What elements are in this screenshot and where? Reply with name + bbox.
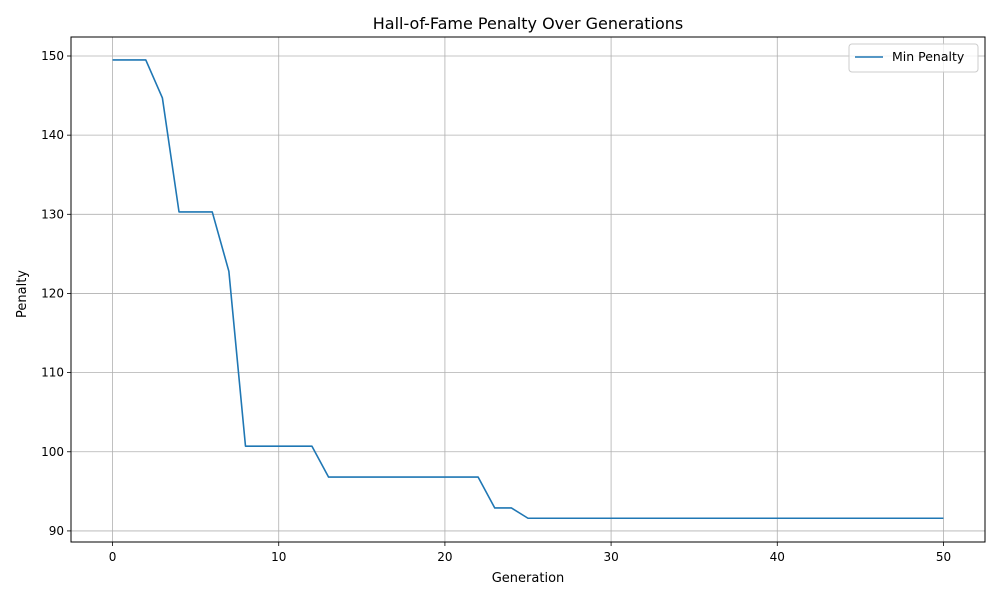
legend: Min Penalty: [848, 43, 979, 73]
legend-box: [848, 43, 979, 73]
y-tick-label: 140: [41, 128, 64, 142]
y-axis-label: Penalty: [15, 270, 30, 318]
legend-label-min-penalty: Min Penalty: [892, 49, 965, 64]
x-axis-label: Generation: [492, 571, 565, 586]
chart-title: Hall-of-Fame Penalty Over Generations: [373, 14, 683, 33]
y-tick-label: 90: [49, 524, 64, 538]
plot-frame: [70, 36, 986, 543]
x-tick-label: 40: [770, 550, 785, 564]
y-tick-label: 130: [41, 207, 64, 221]
y-tick-label: 150: [41, 49, 64, 63]
series-layer: [112, 59, 944, 520]
series-line-min-penalty: [112, 59, 944, 520]
y-tick-label: 110: [41, 366, 64, 380]
x-tick-label: 10: [271, 550, 286, 564]
grid: [71, 37, 985, 542]
x-tick-label: 30: [603, 550, 618, 564]
y-tick-label: 100: [41, 445, 64, 459]
x-axis-ticks: 0 10 20 30 40 50: [109, 542, 951, 564]
x-tick-label: 0: [109, 550, 117, 564]
y-tick-label: 120: [41, 286, 64, 300]
y-axis-ticks: 90 100 110 120 130 140 150: [41, 49, 71, 538]
x-tick-label: 20: [437, 550, 452, 564]
x-tick-label: 50: [936, 550, 951, 564]
